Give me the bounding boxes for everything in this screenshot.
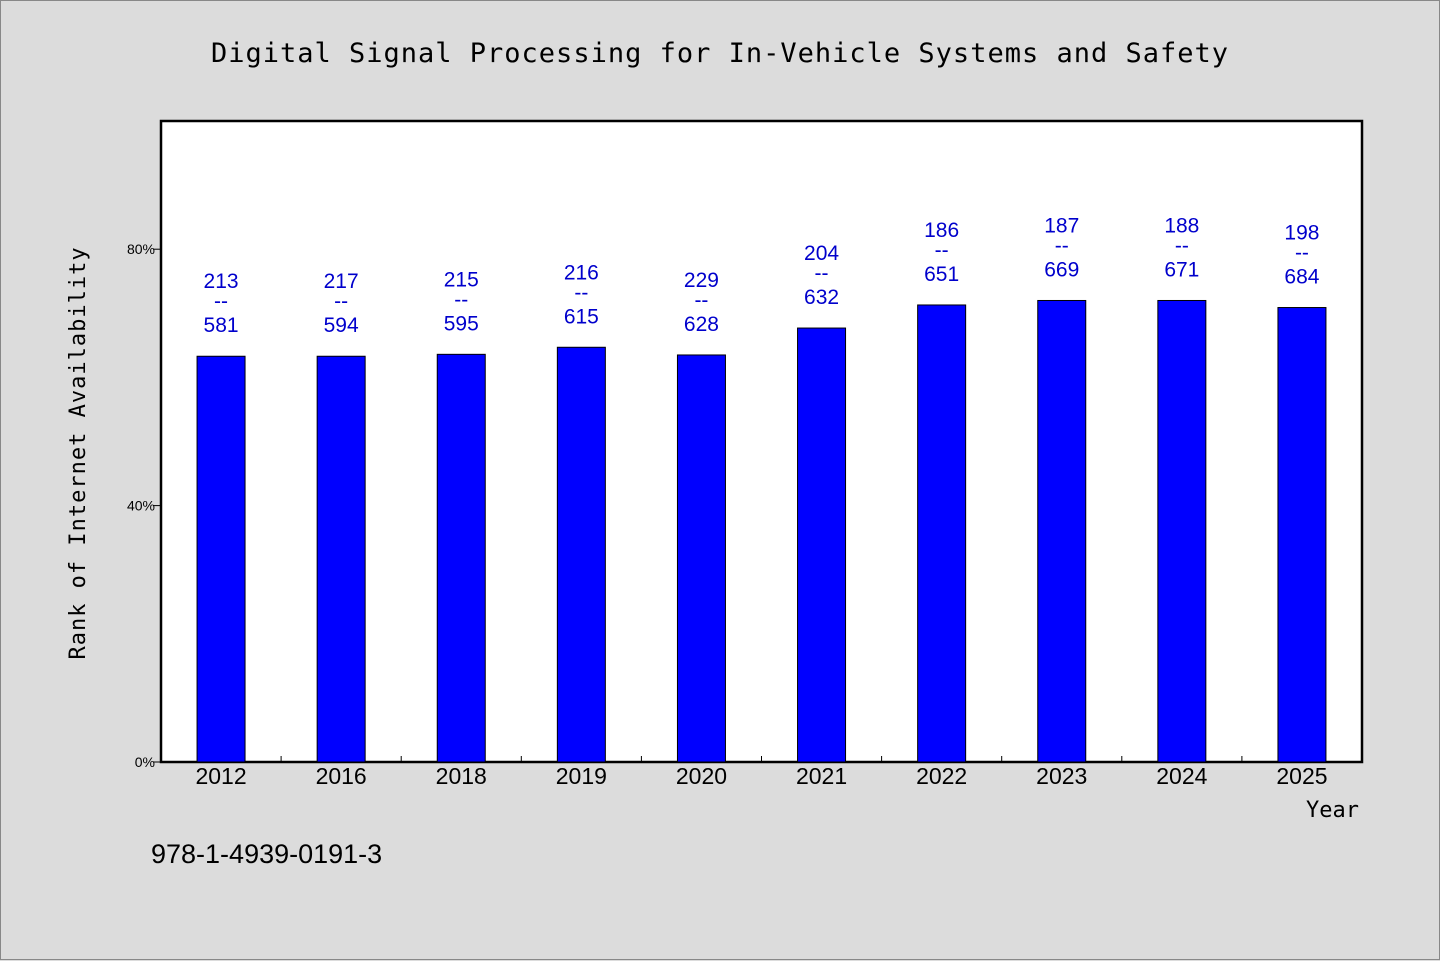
data-label-top: 188 [1164,214,1199,237]
data-label-bottom: 651 [924,263,959,286]
y-axis: 0% 40% 80% [127,241,161,770]
x-tick-label: 2022 [916,763,967,789]
data-label-separator: -- [694,289,708,312]
data-label-separator: -- [1295,242,1309,265]
x-tick-label: 2012 [195,763,246,789]
data-label-bottom: 671 [1164,258,1199,281]
data-label-bottom: 669 [1044,258,1079,281]
bar [1037,299,1087,763]
bar [676,354,726,763]
data-label-top: 217 [324,270,359,293]
bar [797,327,847,763]
x-tick-label: 2021 [796,763,847,789]
data-label-top: 216 [564,261,599,284]
data-label-top: 198 [1284,222,1319,245]
data-label-separator: -- [935,239,949,262]
chart-title: Digital Signal Processing for In-Vehicle… [211,38,1229,69]
bar-series [196,299,1327,763]
data-label-separator: -- [1175,234,1189,257]
bar [316,355,366,763]
bar [917,304,967,763]
x-axis-label: Year [1306,798,1359,823]
bar [436,353,486,763]
data-label-separator: -- [574,281,588,304]
bar [196,355,246,763]
isbn-footnote: 978-1-4939-0191-3 [151,839,382,869]
data-label-bottom: 595 [444,312,479,335]
data-labels: 213--581217--594215--595216--615229--628… [204,214,1320,337]
data-label-bottom: 594 [324,314,359,337]
x-tick-label: 2016 [316,763,367,789]
data-label-bottom: 628 [684,313,719,336]
bar [1157,299,1207,763]
x-axis: 2012 2016 2018 2019 2020 2021 2022 2023 2024 2025 [195,756,1328,789]
data-label-separator: -- [334,290,348,313]
data-label-separator: -- [454,288,468,311]
data-label-bottom: 581 [204,314,239,337]
data-label-separator: -- [1055,234,1069,257]
data-label-top: 186 [924,219,959,242]
y-axis-label: Rank of Internet Availability [66,246,91,659]
x-tick-label: 2019 [556,763,607,789]
y-tick-label: 80% [127,241,155,257]
bar [1277,307,1327,763]
x-tick-label: 2018 [436,763,487,789]
data-label-bottom: 632 [804,286,839,309]
data-label-bottom: 615 [564,305,599,328]
y-tick-label: 40% [127,498,155,514]
x-tick-label: 2025 [1276,763,1327,789]
data-label-separator: -- [815,262,829,285]
data-label-top: 229 [684,269,719,292]
data-label-bottom: 684 [1284,266,1319,289]
data-label-top: 215 [444,268,479,291]
x-tick-label: 2020 [676,763,727,789]
x-tick-label: 2023 [1036,763,1087,789]
data-label-top: 213 [204,270,239,293]
data-label-separator: -- [214,290,228,313]
bar [556,346,606,763]
y-tick-label: 0% [135,754,155,770]
data-label-top: 187 [1044,214,1079,237]
data-label-top: 204 [804,242,839,265]
x-tick-label: 2024 [1156,763,1207,789]
